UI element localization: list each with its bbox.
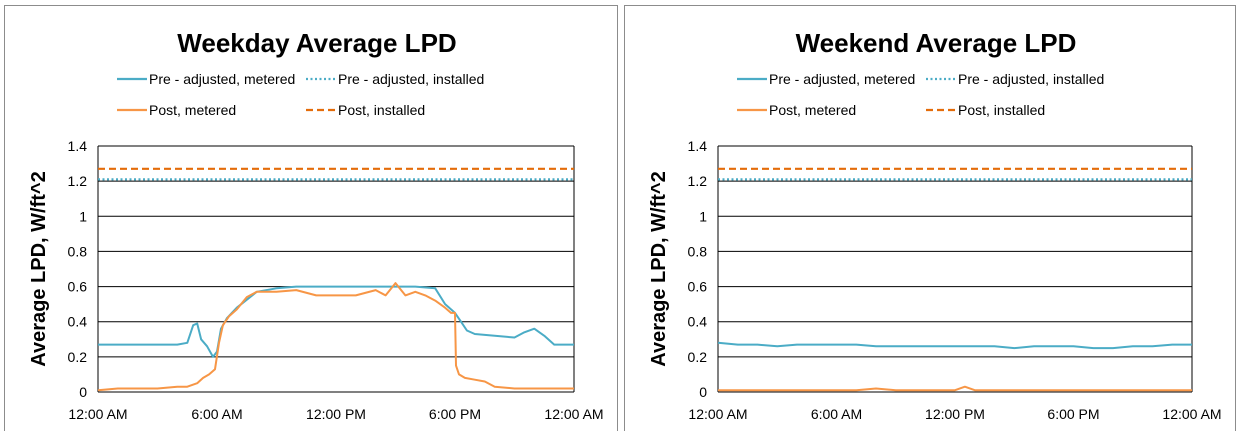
x-tick-label: 12:00 AM [688,406,747,422]
y-tick-label: 0.2 [688,349,708,365]
x-tick-label: 6:00 AM [811,406,862,422]
chart-title: Weekend Average LPD [796,28,1077,58]
y-tick-label: 0.4 [688,314,708,330]
legend-label: Post, installed [958,102,1045,118]
y-tick-label: 0.8 [688,243,708,259]
weekday-chart: Weekday Average LPD Pre - adjusted, meter… [28,28,604,422]
y-tick-label: 1.2 [688,173,708,189]
x-tick-label: 12:00 AM [68,406,127,422]
x-tick-label: 6:00 PM [1047,406,1099,422]
x-tick-label: 12:00 PM [925,406,985,422]
y-tick-label: 0.6 [688,279,708,295]
legend-label: Pre - adjusted, metered [769,71,915,87]
legend-label: Pre - adjusted, installed [958,71,1104,87]
y-tick-label: 1.4 [68,138,88,154]
y-tick-label: 0.4 [68,314,88,330]
x-tick-label: 6:00 AM [191,406,242,422]
x-tick-label: 12:00 PM [306,406,366,422]
y-tick-label: 1.2 [68,173,88,189]
y-axis-label: Average LPD, W/ft^2 [648,171,670,366]
legend-entry-pre-adjusted-metered: Pre - adjusted, metered [737,71,915,87]
y-tick-label: 0.8 [68,243,88,259]
legend-entry-pre-adjusted-metered: Pre - adjusted, metered [117,71,295,87]
series-line-post-metered [97,282,574,392]
legend-entry-pre-adjusted-installed: Pre - adjusted, installed [926,71,1104,87]
legend-entry-post-installed: Post, installed [306,102,425,118]
y-tick-label: 1 [699,208,707,224]
legend-entry-post-metered: Post, metered [737,102,856,118]
legend-label: Post, metered [769,102,856,118]
weekend-chart-panel: Weekend Average LPD Pre - adjusted, meter… [624,5,1236,431]
legend-label: Pre - adjusted, metered [149,71,295,87]
y-tick-label: 0.2 [68,349,88,365]
legend-label: Post, metered [149,102,236,118]
weekday-chart-panel: Weekday Average LPD Pre - adjusted, meter… [4,5,618,431]
x-tick-label: 12:00 AM [544,406,603,422]
chart-title: Weekday Average LPD [177,28,456,58]
y-tick-label: 0 [699,384,707,400]
y-tick-label: 0 [79,384,87,400]
y-axis-label: Average LPD, W/ft^2 [28,171,50,366]
series-line-post-metered [718,385,1192,392]
series-line-pre-adjusted-metered [717,341,1192,350]
x-tick-label: 12:00 AM [1162,406,1221,422]
legend-entry-post-metered: Post, metered [117,102,236,118]
x-tick-label: 6:00 PM [429,406,481,422]
legend-entry-pre-adjusted-installed: Pre - adjusted, installed [306,71,484,87]
legend-label: Pre - adjusted, installed [338,71,484,87]
series-line-pre-adjusted-metered [98,285,574,358]
legend-label: Post, installed [338,102,425,118]
y-tick-label: 1.4 [688,138,708,154]
weekend-chart: Weekend Average LPD Pre - adjusted, meter… [648,28,1222,422]
y-tick-label: 0.6 [68,279,88,295]
legend-entry-post-installed: Post, installed [926,102,1045,118]
y-tick-label: 1 [79,208,87,224]
